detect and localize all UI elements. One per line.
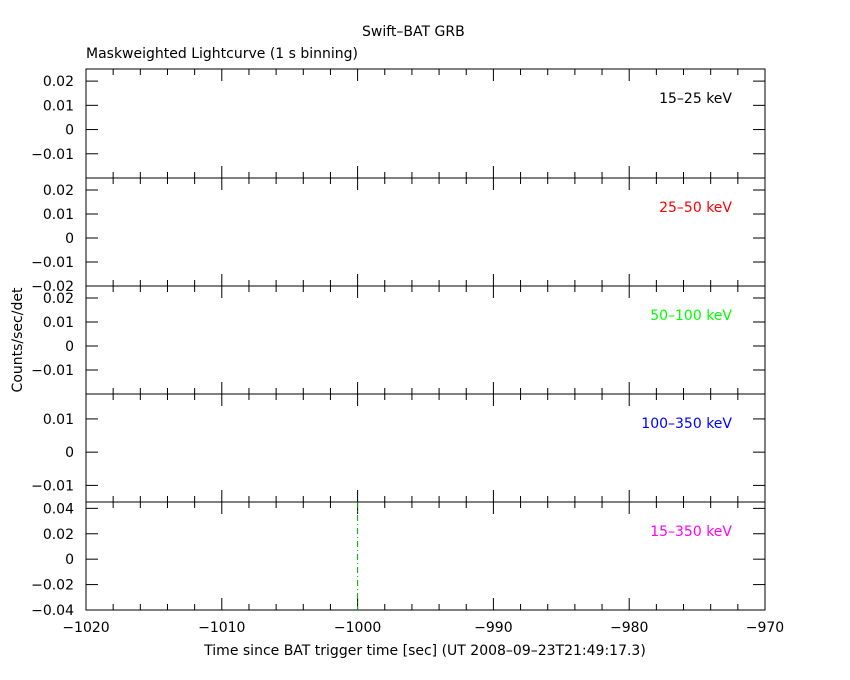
y-tick-label: 0 [65, 123, 74, 139]
band-label-2: 25–50 keV [659, 200, 732, 216]
y-tick-label: 0.02 [43, 183, 74, 199]
panel-frame-3 [85, 285, 766, 395]
y-tick-label: −0.02 [31, 578, 74, 594]
y-tick-label: −0.01 [31, 255, 74, 271]
y-tick-label: 0.02 [43, 527, 74, 543]
y-tick-label: 0.04 [43, 501, 74, 517]
y-tick-label: 0 [65, 339, 74, 355]
y-tick-label: 0.01 [43, 315, 74, 331]
band-label-3: 50–100 keV [650, 308, 732, 324]
y-tick-label: 0.02 [43, 291, 74, 307]
band-label-1: 15–25 keV [659, 91, 732, 107]
x-tick-label: −1020 [62, 620, 109, 636]
panel-frame-4 [85, 393, 766, 503]
y-tick-label: 0 [65, 552, 74, 568]
y-tick-label: −0.01 [31, 478, 74, 494]
chart-title: Swift–BAT GRB [362, 24, 465, 40]
y-tick-label: −0.04 [31, 603, 74, 619]
y-tick-label: 0 [65, 445, 74, 461]
x-tick-label: −1010 [198, 620, 245, 636]
x-tick-label: −1000 [334, 620, 381, 636]
x-tick-label: −980 [610, 620, 648, 636]
band-label-5: 15–350 keV [650, 524, 732, 540]
band-label-4: 100–350 keV [641, 416, 732, 432]
panel-frame-5 [85, 501, 766, 611]
panel-frame-1 [85, 68, 766, 179]
chart-subtitle: Maskweighted Lightcurve (1 s binning) [86, 46, 359, 62]
y-tick-label: 0.01 [43, 412, 74, 428]
y-tick-label: 0 [65, 231, 74, 247]
x-tick-label: −970 [746, 620, 784, 636]
panel-frame-2 [85, 177, 766, 287]
y-axis-label: Counts/sec/det [10, 287, 26, 392]
y-tick-label: 0.01 [43, 98, 74, 114]
panels-group: 0.02 0.01 0 −0.01 15–25 keV 0.02 0.01 0 −0.01 −0.… [31, 68, 784, 636]
y-tick-label: −0.01 [31, 363, 74, 379]
x-axis-label: Time since BAT trigger time [sec] (UT 20… [203, 643, 646, 659]
y-tick-label: −0.02 [31, 279, 74, 295]
y-tick-label: 0.02 [43, 74, 74, 90]
y-tick-label: −0.01 [31, 147, 74, 163]
x-tick-label: −990 [474, 620, 512, 636]
y-tick-label: 0.01 [43, 207, 74, 223]
